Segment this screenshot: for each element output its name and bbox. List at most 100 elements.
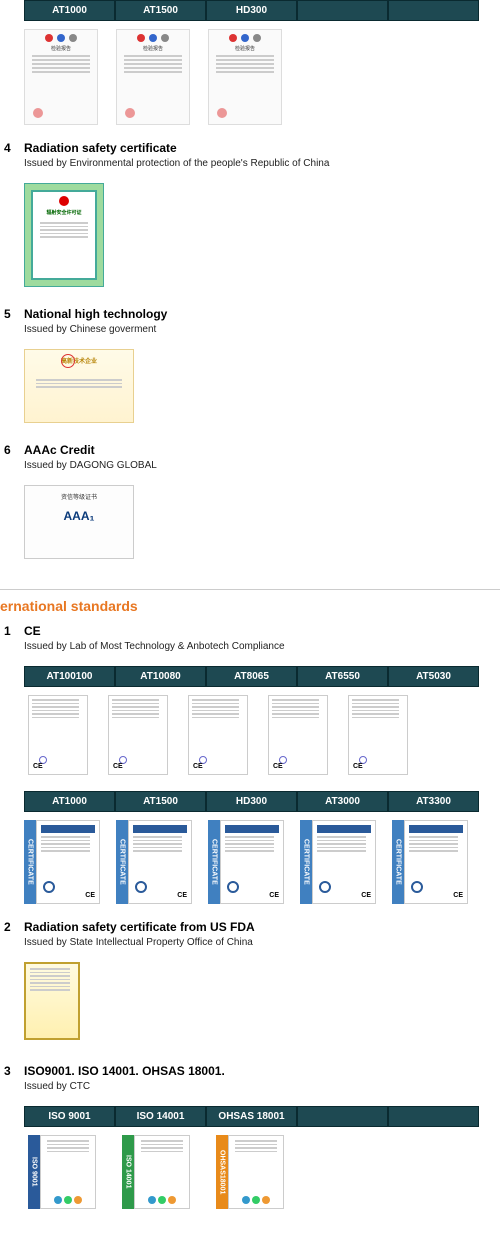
logo-icon bbox=[57, 34, 65, 42]
logo-icon bbox=[64, 1196, 72, 1204]
logo-icon bbox=[252, 1196, 260, 1204]
tab-ohsas18001[interactable]: OHSAS 18001 bbox=[206, 1106, 297, 1127]
tab-at100100[interactable]: AT100100 bbox=[24, 666, 115, 687]
cert-title: 辐射安全许可证 bbox=[46, 209, 81, 216]
ce-tabs-1: AT100100 AT10080 AT8065 AT6550 AT5030 bbox=[24, 666, 500, 687]
logo-icon bbox=[241, 34, 249, 42]
certificate-side-label: CERTIFICATE bbox=[300, 820, 312, 904]
iso-certificate-card: ISO 14001 bbox=[122, 1135, 190, 1209]
ce-certificate-card: CERTIFICATECE bbox=[24, 820, 100, 904]
section-4: 4 Radiation safety certificate Issued by… bbox=[0, 141, 500, 177]
inspection-report-row: 检验报告 检验报告 检验报告 bbox=[24, 29, 500, 125]
intl-section-2: 2 Radiation safety certificate from US F… bbox=[0, 920, 500, 956]
section-title: Radiation safety certificate bbox=[24, 141, 500, 155]
logo-icon bbox=[161, 34, 169, 42]
ce-mark: CE bbox=[193, 763, 203, 770]
fda-certificate-card bbox=[24, 962, 80, 1040]
section-subtitle: Issued by CTC bbox=[24, 1081, 500, 1092]
logo-icon bbox=[45, 34, 53, 42]
section-subtitle: Issued by DAGONG GLOBAL bbox=[24, 460, 500, 471]
logo-icon bbox=[158, 1196, 166, 1204]
tab-empty bbox=[388, 0, 479, 21]
section-title: ISO9001. ISO 14001. OHSAS 18001. bbox=[24, 1064, 500, 1078]
logo-icon bbox=[253, 34, 261, 42]
ce-certificate-card: CERTIFICATE CE bbox=[208, 820, 284, 904]
ce-tabs-2: AT1000 AT1500 HD300 AT3000 AT3300 bbox=[24, 791, 500, 812]
tab-at1000[interactable]: AT1000 bbox=[24, 0, 115, 21]
certificate-side-label: CERTIFICATE bbox=[208, 820, 220, 904]
ce-certificate-card: CE bbox=[348, 695, 408, 775]
ce-mark: CE bbox=[269, 892, 279, 899]
tab-hd300[interactable]: HD300 bbox=[206, 0, 297, 21]
ce-certificate-card: CERTIFICATE CE bbox=[116, 820, 192, 904]
tab-hd300[interactable]: HD300 bbox=[206, 791, 297, 812]
ce-certificate-card: CE bbox=[188, 695, 248, 775]
section-title: Radiation safety certificate from US FDA bbox=[24, 920, 500, 934]
inspection-report-card: 检验报告 bbox=[24, 29, 98, 125]
logo-icon bbox=[168, 1196, 176, 1204]
tab-at6550[interactable]: AT6550 bbox=[297, 666, 388, 687]
tab-empty bbox=[297, 0, 388, 21]
section-6: 6 AAAc Credit Issued by DAGONG GLOBAL bbox=[0, 443, 500, 479]
report-title: 检验报告 bbox=[143, 45, 163, 52]
logo-icon bbox=[262, 1196, 270, 1204]
iso-cert-row: ISO 9001 ISO 14001 OHSAS18001 bbox=[28, 1135, 500, 1209]
logo-icon bbox=[242, 1196, 250, 1204]
iso-side-label: ISO 9001 bbox=[28, 1135, 40, 1209]
stamp-icon bbox=[135, 881, 147, 893]
stamp-icon bbox=[33, 108, 43, 118]
ce-certificate-card: CERTIFICATE CE bbox=[392, 820, 468, 904]
tab-at5030[interactable]: AT5030 bbox=[388, 666, 479, 687]
aaa-credit-card: 资信等级证书 AAA₁ bbox=[24, 485, 134, 559]
logo-icon bbox=[137, 34, 145, 42]
radiation-certificate-card: 辐射安全许可证 bbox=[24, 183, 104, 287]
report-title: 检验报告 bbox=[51, 45, 71, 52]
intl-section-3: 3 ISO9001. ISO 14001. OHSAS 18001. Issue… bbox=[0, 1064, 500, 1100]
section-subtitle: Issued by State Intellectual Property Of… bbox=[24, 937, 500, 948]
tab-at1000[interactable]: AT1000 bbox=[24, 791, 115, 812]
section-number: 5 bbox=[0, 307, 24, 343]
section-number: 6 bbox=[0, 443, 24, 479]
ce-cert-row-2: CERTIFICATE CE CERTIFICATE CE CERTIFICATE C… bbox=[24, 820, 500, 904]
tab-at1500[interactable]: AT1500 bbox=[115, 0, 206, 21]
iso-tabs: ISO 9001 ISO 14001 OHSAS 18001 bbox=[24, 1106, 500, 1127]
iso-side-label: OHSAS18001 bbox=[216, 1135, 228, 1209]
logo-icon bbox=[54, 1196, 62, 1204]
report-title: 检验报告 bbox=[235, 45, 255, 52]
logo-icon bbox=[148, 1196, 156, 1204]
section-title: CE bbox=[24, 624, 500, 638]
ce-cert-row-1: CE CE CE CE CE bbox=[28, 695, 500, 775]
tab-at3000[interactable]: AT3000 bbox=[297, 791, 388, 812]
certificate-side-label: CERTIFICATE bbox=[116, 820, 128, 904]
ce-certificate-card: CERTIFICATE CE bbox=[300, 820, 376, 904]
certificate-side-label: CERTIFICATE bbox=[392, 820, 404, 904]
seal-icon bbox=[61, 354, 75, 368]
stamp-icon bbox=[319, 881, 331, 893]
tab-at1500[interactable]: AT1500 bbox=[115, 791, 206, 812]
section-number: 1 bbox=[0, 624, 24, 660]
section-title: AAAc Credit bbox=[24, 443, 500, 457]
ce-mark: CE bbox=[113, 763, 123, 770]
tab-iso9001[interactable]: ISO 9001 bbox=[24, 1106, 115, 1127]
high-tech-certificate-card: 高新技术企业 bbox=[24, 349, 134, 423]
stamp-icon bbox=[217, 108, 227, 118]
tab-iso14001[interactable]: ISO 14001 bbox=[115, 1106, 206, 1127]
section-subtitle: Issued by Lab of Most Technology & Anbot… bbox=[24, 641, 500, 652]
intl-heading: ernational standards bbox=[0, 589, 500, 614]
tab-at3300[interactable]: AT3300 bbox=[388, 791, 479, 812]
tab-at8065[interactable]: AT8065 bbox=[206, 666, 297, 687]
section-number: 3 bbox=[0, 1064, 24, 1100]
ce-certificate-card: CE bbox=[28, 695, 88, 775]
logo-icon bbox=[229, 34, 237, 42]
ce-mark: CE bbox=[453, 892, 463, 899]
stamp-icon bbox=[43, 881, 55, 893]
cert-header: 资信等级证书 bbox=[61, 492, 97, 501]
certificate-side-label: CERTIFICATE bbox=[24, 820, 36, 904]
section-number: 4 bbox=[0, 141, 24, 177]
ce-certificate-card: CE bbox=[268, 695, 328, 775]
model-tabs-top: AT1000 AT1500 HD300 bbox=[24, 0, 500, 21]
tab-at10080[interactable]: AT10080 bbox=[115, 666, 206, 687]
section-5: 5 National high technology Issued by Chi… bbox=[0, 307, 500, 343]
ce-mark: CE bbox=[361, 892, 371, 899]
ce-mark: CE bbox=[177, 892, 187, 899]
